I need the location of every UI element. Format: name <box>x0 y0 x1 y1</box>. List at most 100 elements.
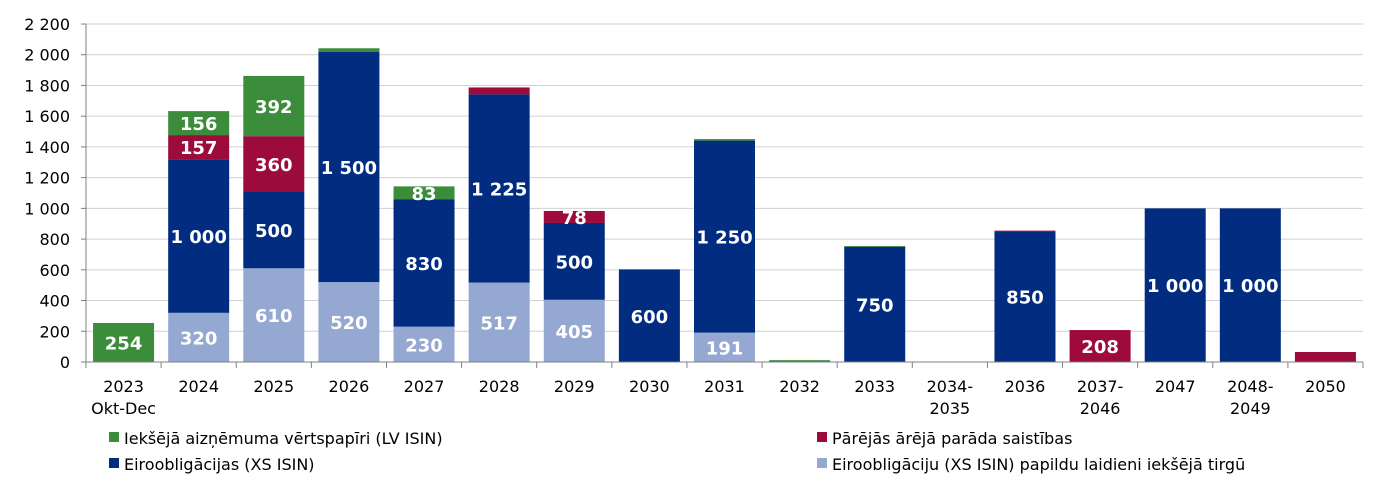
x-tick-label: 2047 <box>1155 377 1196 396</box>
bar-segment <box>618 269 680 362</box>
bar-segment <box>543 299 605 362</box>
x-tick-label: 2049 <box>1230 399 1271 418</box>
x-tick-label: 2046 <box>1080 399 1121 418</box>
bar-segment <box>318 51 380 283</box>
data-label: 600 <box>631 307 669 328</box>
bar-segment <box>994 231 1056 362</box>
bar-segment <box>243 75 305 137</box>
bars <box>93 48 1356 362</box>
bar-segment <box>168 159 230 313</box>
y-tick-label: 1 200 <box>24 169 70 188</box>
bar-segment <box>243 191 305 269</box>
bar-segment <box>769 360 831 362</box>
data-label: 1 500 <box>321 158 377 179</box>
legend-entry: Eiroobligāciju (XS ISIN) papildu laidien… <box>832 455 1245 474</box>
x-tick-label: 2034- <box>927 377 974 396</box>
data-label: 320 <box>180 328 218 349</box>
bar-segment <box>318 48 380 52</box>
legend-entry: Eiroobligācijas (XS ISIN) <box>124 455 315 474</box>
y-tick-label: 1 600 <box>24 107 70 126</box>
data-label: 1 000 <box>1222 276 1278 297</box>
axes: 0 200 400 600 800 1 000 1 200 1 400 1 600 1 800 2 … <box>24 15 1364 418</box>
y-tick-label: 200 <box>39 322 70 341</box>
data-label: 517 <box>480 313 518 334</box>
bar-segment <box>543 222 605 300</box>
bar-segment <box>393 186 455 200</box>
data-labels: 254 320 1 000 157 156 610 500 360 392 520 1 500 230… <box>105 97 1279 359</box>
y-tick-label: 600 <box>39 261 70 280</box>
data-label: 156 <box>180 114 218 135</box>
bar-segment <box>468 87 530 95</box>
data-label: 1 000 <box>1147 276 1203 297</box>
legend-entry: Pārējās ārējā parāda saistības <box>832 429 1072 448</box>
bar-segment <box>168 111 230 136</box>
x-tick-label: 2033 <box>854 377 895 396</box>
x-tick-label: 2025 <box>253 377 294 396</box>
bar-segment <box>844 246 906 247</box>
y-tick-label: 2 200 <box>24 15 70 34</box>
bar-segment <box>243 268 305 362</box>
data-label: 83 <box>411 184 436 205</box>
legend-swatch <box>109 458 119 468</box>
legend-swatch <box>109 432 119 442</box>
y-tick-label: 2 000 <box>24 46 70 65</box>
data-label: 500 <box>555 252 593 273</box>
bar-segment <box>694 332 755 362</box>
bar-segment <box>393 326 455 362</box>
bar-segment <box>1219 208 1281 362</box>
data-label: 610 <box>255 306 293 327</box>
bar-segment <box>168 312 230 362</box>
bar-segment <box>318 282 380 362</box>
x-tick-label: 2031 <box>704 377 745 396</box>
x-tick-label: 2036 <box>1005 377 1046 396</box>
data-label: 830 <box>405 254 443 275</box>
x-tick-label: 2030 <box>629 377 670 396</box>
x-tick-label: 2024 <box>178 377 219 396</box>
y-tick-label: 1 000 <box>24 199 70 218</box>
data-label: 254 <box>105 333 143 354</box>
x-tick-label: 2035 <box>929 399 970 418</box>
legend-swatch <box>817 458 827 468</box>
bar-segment <box>543 210 605 223</box>
bar-segment <box>1069 330 1131 362</box>
y-tick-label: 800 <box>39 230 70 249</box>
bar-segment <box>93 322 155 362</box>
y-tick-label: 1 800 <box>24 76 70 95</box>
legend-swatch <box>817 432 827 442</box>
y-tick-label: 400 <box>39 292 70 311</box>
bar-segment <box>243 136 305 192</box>
bar-segment <box>694 139 755 141</box>
data-label: 520 <box>330 313 368 334</box>
bar-segment <box>1294 352 1356 362</box>
x-tick-label: 2048- <box>1227 377 1274 396</box>
data-label: 1 000 <box>170 227 226 248</box>
legend-entry: Iekšējā aizņēmuma vērtspapīri (LV ISIN) <box>124 429 443 448</box>
bar-segment <box>994 230 1056 232</box>
y-tick-label: 0 <box>60 353 70 372</box>
data-label: 191 <box>706 338 744 359</box>
x-tick-label: 2023 <box>103 377 144 396</box>
x-tick-label: 2050 <box>1305 377 1346 396</box>
bar-segment <box>1144 208 1206 362</box>
bar-segment <box>844 246 906 362</box>
x-tick-label: 2032 <box>779 377 820 396</box>
x-tick-label: 2029 <box>554 377 595 396</box>
y-tick-label: 1 400 <box>24 138 70 157</box>
bar-segment <box>468 282 530 362</box>
bar-segment <box>694 140 755 333</box>
data-label: 392 <box>255 97 293 118</box>
x-tick-label: 2037- <box>1077 377 1124 396</box>
bar-segment <box>168 135 230 160</box>
x-tick-label: Okt-Dec <box>91 399 156 418</box>
data-label: 360 <box>255 155 293 176</box>
data-label: 208 <box>1081 337 1119 358</box>
data-label: 500 <box>255 221 293 242</box>
x-tick-label: 2028 <box>479 377 520 396</box>
data-label: 230 <box>405 335 443 356</box>
data-label: 1 225 <box>471 179 527 200</box>
data-label: 1 250 <box>696 228 752 249</box>
data-label: 405 <box>555 322 593 343</box>
data-label: 78 <box>562 208 587 229</box>
data-label: 750 <box>856 295 894 316</box>
